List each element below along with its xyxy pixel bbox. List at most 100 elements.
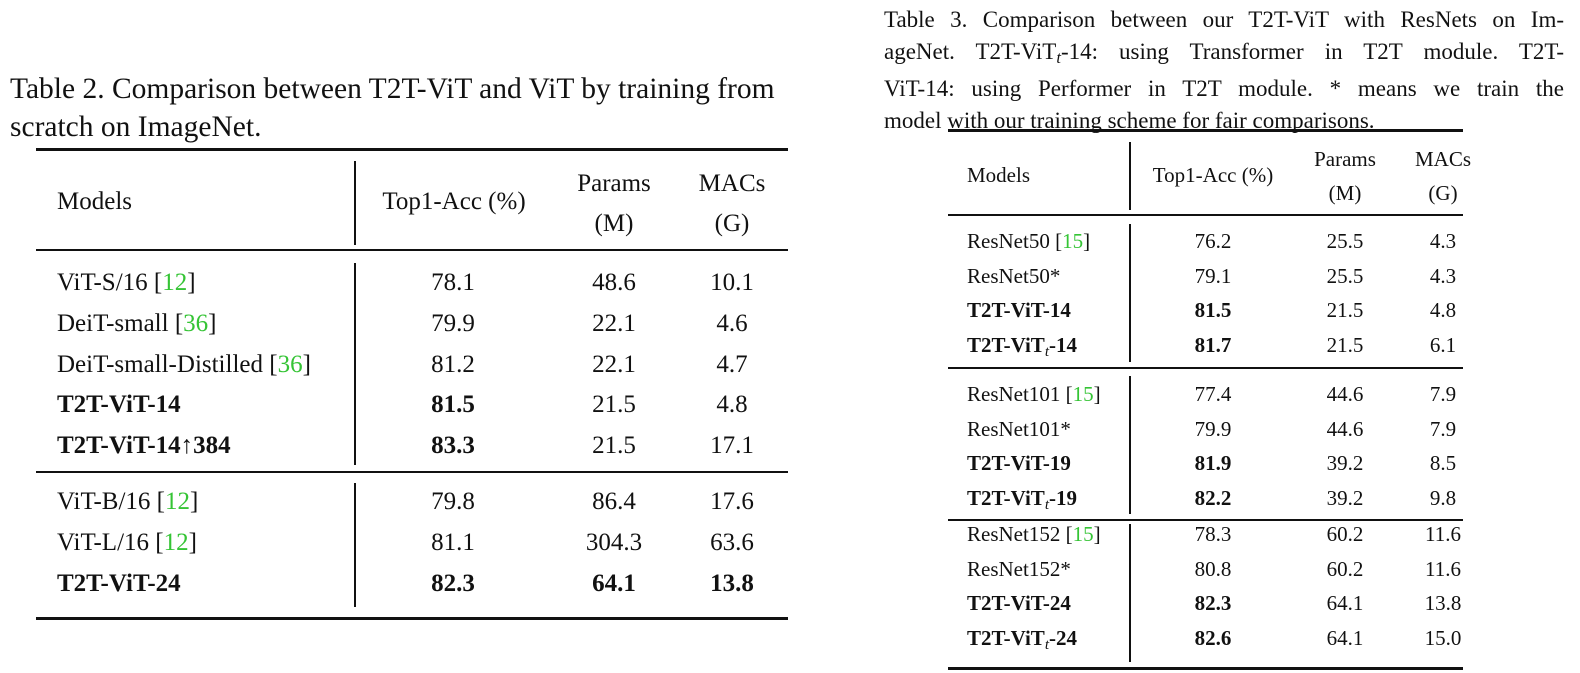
cell-macs: 17.6 [710,488,754,515]
cell-macs: 10.1 [710,269,754,296]
cell-top1: 79.9 [1194,417,1232,441]
cell-macs: 4.7 [716,351,748,378]
table3-header-rule [948,214,1463,216]
table2-vrule-group2 [354,483,356,607]
table3-header-macs-unit: (G) [1428,181,1458,205]
citation-link[interactable]: 36 [183,310,209,337]
citation-link[interactable]: 15 [1072,522,1094,546]
table3-model-name: ResNet101* [967,416,1071,442]
table3-header-models: Models [967,163,1030,187]
cell-macs: 17.1 [710,432,754,459]
model-label: T2T-ViT-14 [967,298,1071,322]
citation-link[interactable]: 12 [162,269,188,296]
table2-header-models: Models [57,188,132,215]
cell-macs: 4.8 [716,391,748,418]
cell-top1: 81.9 [1194,451,1232,475]
model-label: ViT-L/16 [57,529,150,556]
cell-macs: 15.0 [1424,626,1462,650]
model-label: ResNet152 [967,522,1061,546]
cell-top1: 81.5 [431,391,475,418]
cell-params: 21.5 [1326,333,1364,357]
cell-macs: 63.6 [710,529,754,556]
cell-top1: 81.5 [1194,298,1232,322]
cell-macs: 7.9 [1429,417,1457,441]
model-label: T2T-ViT [967,333,1045,357]
cell-macs: 13.8 [1424,591,1462,615]
table2-model-name: T2T-ViT-14↑384 [57,431,231,461]
model-label: T2T-ViT [967,486,1045,510]
table2-model-name: T2T-ViT-14 [57,390,181,420]
cell-params: 44.6 [1326,382,1364,406]
table2-model-name: DeiT-small-Distilled [36] [57,351,311,378]
model-label: T2T-ViT-24 [57,570,181,597]
cell-params: 64.1 [1326,591,1364,615]
table3-model-name: ResNet152* [967,556,1071,582]
model-suffix: -24 [1049,626,1078,650]
table2-model-name: DeiT-small [36] [57,310,217,337]
citation-link[interactable]: 12 [165,488,190,515]
citation-link[interactable]: 36 [277,351,303,378]
cell-params: 64.1 [592,570,636,597]
table2-vrule-header [354,161,356,245]
cell-top1: 81.2 [431,351,475,378]
subscript-t: t [1056,47,1061,67]
table3-header-top1: Top1-Acc (%) [1152,163,1274,187]
cell-top1: 77.4 [1194,382,1232,406]
table3-group-rule-2 [948,519,1463,521]
table3-model-name: ResNet50* [967,263,1060,289]
model-suffix: -19 [1049,486,1078,510]
table2-caption-line-2: scratch on ImageNet. [10,111,262,143]
cell-top1: 82.3 [431,570,475,597]
cell-top1: 80.8 [1194,557,1232,581]
table3-caption-line-2: ageNet. T2T-ViTt-14: using Transformer i… [884,38,1564,67]
cell-params: 86.4 [592,488,636,515]
cell-top1: 83.3 [431,432,475,459]
cell-macs: 13.8 [710,570,754,597]
cell-macs: 4.3 [1429,229,1457,253]
cell-top1: 79.9 [431,310,475,337]
cell-params: 60.2 [1326,557,1364,581]
cell-params: 25.5 [1326,229,1364,253]
table2-header-params-unit: (M) [594,210,634,237]
model-subscript: t [1044,343,1050,360]
table3-model-name: T2T-ViT-24 [967,590,1071,616]
table3-vrule-group3 [1129,524,1131,662]
cell-top1: 81.1 [431,529,475,556]
citation-link[interactable]: 12 [163,529,189,556]
model-label: ResNet152* [967,557,1071,581]
table2-header-top1: Top1-Acc (%) [382,188,526,215]
table3-model-name: T2T-ViTt-19 [967,485,1077,518]
cell-params: 22.1 [592,351,636,378]
cell-params: 25.5 [1326,264,1364,288]
model-label: DeiT-small-Distilled [57,351,263,378]
table3-vrule-header [1129,142,1131,210]
model-label: T2T-ViT-14 [57,391,181,418]
model-label: ResNet50 [967,229,1050,253]
table2-model-name: T2T-ViT-24 [57,569,181,599]
table2-header-macs: MACs [698,170,766,197]
table2-header-rule [36,249,788,251]
cell-top1: 79.8 [431,488,475,515]
cell-params: 48.6 [592,269,636,296]
citation-link[interactable]: 15 [1062,229,1084,253]
table2-vrule-group1 [354,263,356,465]
table3-header-params-unit: (M) [1328,181,1362,205]
cell-params: 304.3 [585,529,643,556]
table3-model-name: ResNet152 [15] [967,522,1101,546]
table2-model-name: ViT-L/16 [12] [57,529,197,556]
model-label: ViT-S/16 [57,269,148,296]
cell-params: 21.5 [1326,298,1364,322]
table3-group-rule-1 [948,367,1463,369]
cell-params: 22.1 [592,310,636,337]
citation-link[interactable]: 15 [1072,382,1094,406]
model-label: T2T-ViT-14↑384 [57,432,231,459]
cell-macs: 4.6 [716,310,748,337]
cell-top1: 78.1 [431,269,475,296]
cell-macs: 11.6 [1425,522,1461,546]
model-subscript: t [1044,636,1050,653]
table3-header-macs: MACs [1414,147,1472,171]
cell-top1: 81.7 [1194,333,1232,357]
table2: Models Top1-Acc (%) Params (M) MACs (G) … [36,148,788,620]
model-label: T2T-ViT-19 [967,451,1071,475]
table2-header-macs-unit: (G) [714,210,750,237]
